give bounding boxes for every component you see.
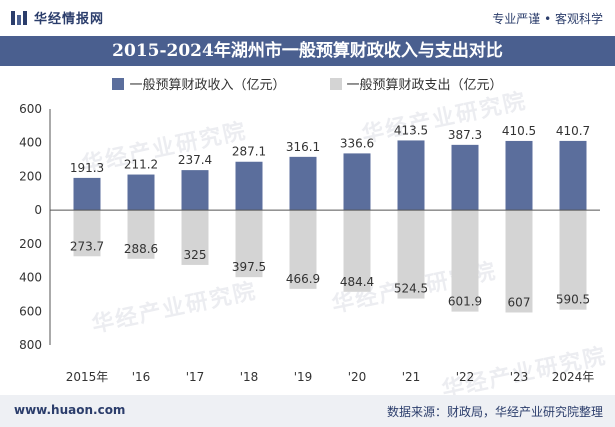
legend-label-expense: 一般预算财政支出（亿元） <box>346 78 503 93</box>
expense-bar <box>235 210 263 278</box>
x-tick-label: '22 <box>456 370 475 384</box>
brand-name: 华经情报网 <box>34 12 105 27</box>
expense-data-label: 466.9 <box>286 272 320 286</box>
expense-data-label: 607 <box>508 295 531 309</box>
legend-swatch-income <box>112 77 125 90</box>
expense-bar <box>451 210 479 312</box>
income-bar <box>127 174 155 211</box>
y-tick-label: 0 <box>34 203 42 217</box>
income-data-label: 316.1 <box>286 140 320 154</box>
income-data-label: 211.2 <box>124 158 158 172</box>
expense-data-label: 273.7 <box>70 239 104 253</box>
income-data-label: 410.7 <box>556 124 590 138</box>
expense-bar <box>73 210 101 257</box>
expense-bar <box>181 210 209 265</box>
income-bar <box>73 177 101 211</box>
x-tick-label: '17 <box>186 370 205 384</box>
expense-bar <box>289 210 317 289</box>
income-bar <box>505 140 533 211</box>
income-bar <box>235 161 263 211</box>
income-bar <box>397 140 425 211</box>
x-tick-label: '21 <box>402 370 421 384</box>
footer-url[interactable]: www.huaon.com <box>14 403 126 417</box>
income-data-label: 336.6 <box>340 136 374 150</box>
y-tick-label: 400 <box>19 136 42 150</box>
expense-data-label: 590.5 <box>556 293 590 307</box>
income-bar <box>181 170 209 211</box>
income-data-label: 410.5 <box>502 124 536 138</box>
expense-bar <box>397 210 425 299</box>
legend-swatch-expense <box>329 77 342 90</box>
income-bar <box>451 144 479 211</box>
expense-data-label: 325 <box>184 248 207 262</box>
top-bar: 华经情报网 专业严谨 • 客观科学 <box>0 0 615 36</box>
expense-data-label: 484.4 <box>340 275 374 289</box>
y-tick-label: 200 <box>19 237 42 251</box>
tagline: 专业严谨 • 客观科学 <box>492 12 603 26</box>
footer-source: 数据来源：财政局，华经产业研究院整理 <box>386 405 603 419</box>
legend-label-income: 一般预算财政收入（亿元） <box>129 78 286 93</box>
expense-bar <box>343 210 371 292</box>
x-tick-label: 2015年 <box>66 370 109 384</box>
income-data-label: 287.1 <box>232 145 266 159</box>
income-bar <box>343 153 371 211</box>
y-tick-label: 600 <box>19 304 42 318</box>
chart-title: 2015-2024年湖州市一般预算财政收入与支出对比 <box>0 36 615 66</box>
expense-data-label: 288.6 <box>124 242 158 256</box>
expense-bar <box>559 210 587 310</box>
logo-icon <box>11 10 27 25</box>
x-tick-label: '23 <box>510 370 529 384</box>
expense-data-label: 601.9 <box>448 295 482 309</box>
income-bar <box>289 156 317 211</box>
y-tick-label: 400 <box>19 271 42 285</box>
expense-data-label: 524.5 <box>394 282 428 296</box>
footer: www.huaon.com 数据来源：财政局，华经产业研究院整理 <box>0 395 615 427</box>
expense-bar <box>127 210 155 259</box>
legend-item-expense: 一般预算财政支出（亿元） <box>329 74 503 93</box>
legend: 一般预算财政收入（亿元） 一般预算财政支出（亿元） <box>0 74 615 93</box>
x-tick-label: '20 <box>348 370 367 384</box>
legend-item-income: 一般预算财政收入（亿元） <box>112 74 286 93</box>
expense-bar <box>505 210 533 313</box>
bar-chart: 600 400 200 0 200 400 600 800 191.3 273.7 2015年 211… <box>19 102 600 384</box>
x-tick-label: '19 <box>294 370 313 384</box>
x-tick-label: 2024年 <box>552 370 595 384</box>
x-tick-label: '18 <box>240 370 259 384</box>
income-data-label: 413.5 <box>394 123 428 137</box>
income-data-label: 387.3 <box>448 128 482 142</box>
brand: 华经情报网 <box>10 8 104 27</box>
expense-data-label: 397.5 <box>232 260 266 274</box>
income-data-label: 237.4 <box>178 153 212 167</box>
income-data-label: 191.3 <box>70 161 104 175</box>
income-bar <box>559 140 587 211</box>
y-tick-label: 200 <box>19 169 42 183</box>
y-tick-label: 800 <box>19 338 42 352</box>
y-tick-label: 600 <box>19 102 42 116</box>
x-tick-label: '16 <box>132 370 151 384</box>
